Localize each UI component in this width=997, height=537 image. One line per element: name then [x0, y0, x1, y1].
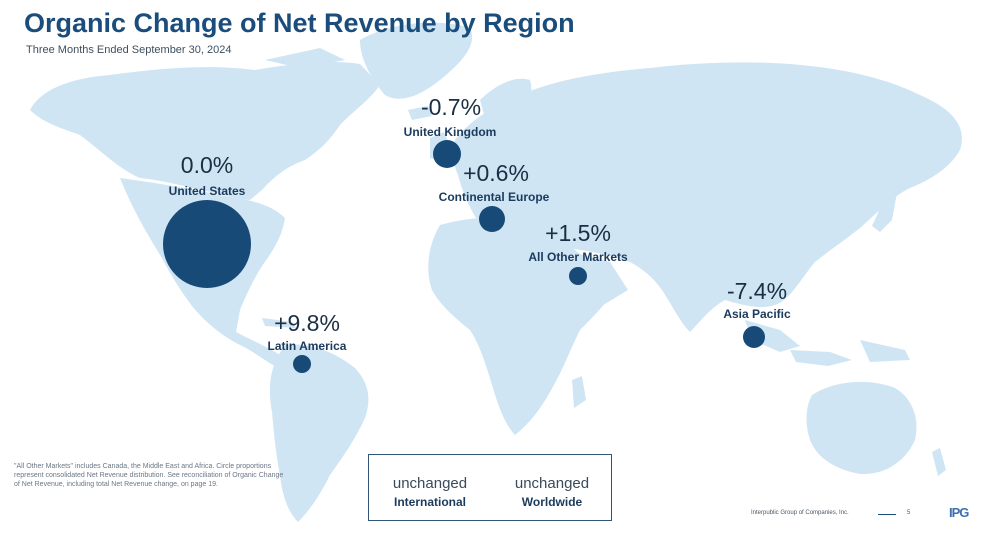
footer-company: Interpublic Group of Companies, Inc. — [751, 510, 849, 516]
summary-international-label: International — [393, 495, 466, 509]
summary-worldwide-label: Worldwide — [521, 495, 583, 509]
region-name-latin-america: Latin America — [267, 339, 347, 353]
footnote: "All Other Markets" includes Canada, the… — [14, 463, 284, 488]
region-change-asia-pacific: -7.4% — [726, 278, 788, 304]
footer-divider — [878, 514, 896, 515]
region-circle-asia-pacific — [743, 326, 765, 348]
region-change-united-states: 0.0% — [180, 152, 234, 178]
page-number: 5 — [907, 510, 911, 516]
region-change-united-kingdom: -0.7% — [420, 94, 482, 120]
summary-international: unchanged International — [369, 475, 491, 509]
page-subtitle: Three Months Ended September 30, 2024 — [26, 44, 232, 56]
region-circle-continental-europe — [479, 206, 505, 232]
region-name-all-other-markets: All Other Markets — [528, 250, 628, 264]
region-name-united-states: United States — [168, 184, 246, 198]
region-circle-united-states — [163, 200, 251, 288]
summary-international-value: unchanged — [392, 475, 468, 492]
region-name-continental-europe: Continental Europe — [438, 190, 550, 204]
summary-box: unchanged International unchanged Worldw… — [368, 454, 612, 521]
summary-worldwide: unchanged Worldwide — [491, 475, 613, 509]
region-circle-united-kingdom — [433, 140, 461, 168]
region-circle-latin-america — [293, 355, 311, 373]
region-change-all-other-markets: +1.5% — [545, 220, 611, 246]
ipg-logo: IPG — [949, 505, 969, 520]
region-name-asia-pacific: Asia Pacific — [723, 307, 791, 321]
region-name-united-kingdom: United Kingdom — [403, 125, 497, 139]
region-change-latin-america: +9.8% — [274, 310, 340, 336]
region-circle-all-other-markets — [569, 267, 587, 285]
region-change-continental-europe: +0.6% — [463, 160, 529, 186]
page-title: Organic Change of Net Revenue by Region — [24, 8, 575, 38]
summary-worldwide-value: unchanged — [514, 475, 590, 492]
